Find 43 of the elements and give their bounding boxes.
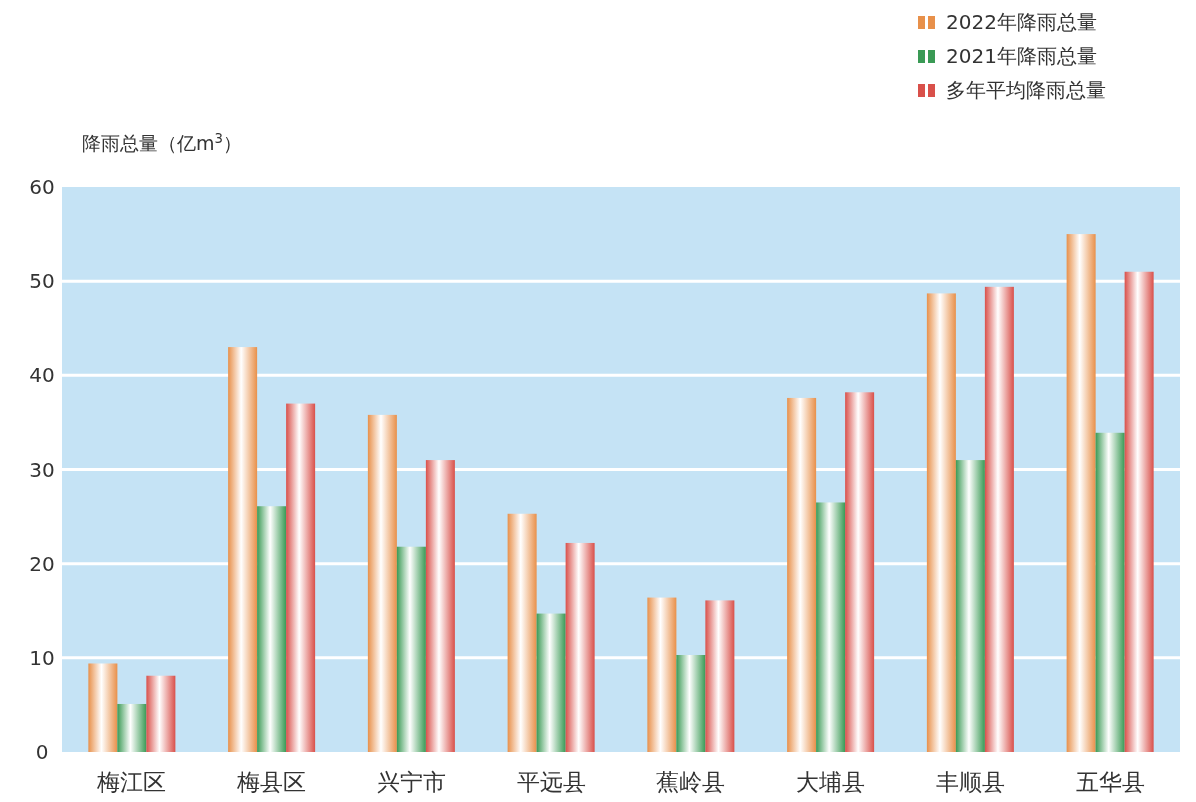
bar bbox=[367, 414, 397, 752]
y-tick-label: 0 bbox=[35, 740, 49, 764]
bar bbox=[425, 460, 455, 752]
bar bbox=[647, 597, 677, 752]
y-tick-label: 50 bbox=[29, 269, 55, 294]
bar bbox=[845, 392, 875, 752]
x-tick-label: 蕉岭县 bbox=[656, 769, 726, 795]
bar bbox=[228, 347, 258, 752]
bar bbox=[396, 546, 426, 752]
bar bbox=[926, 293, 956, 752]
bar bbox=[955, 460, 985, 752]
y-tick-label: 40 bbox=[29, 363, 55, 388]
y-tick-label: 30 bbox=[29, 457, 55, 482]
bar bbox=[536, 613, 566, 752]
bar bbox=[146, 675, 176, 752]
bar bbox=[1095, 432, 1125, 752]
y-tick-label: 10 bbox=[29, 645, 55, 670]
y-axis-title: 降雨总量（亿m$^{3}$） bbox=[82, 130, 242, 154]
x-tick-label: 五华县 bbox=[1075, 769, 1145, 795]
x-tick-label: 梅江区 bbox=[96, 769, 167, 795]
legend-label: 2021年降雨总量 bbox=[946, 44, 1097, 68]
bar bbox=[787, 397, 817, 752]
bar bbox=[984, 286, 1014, 752]
bar bbox=[117, 703, 147, 752]
bar bbox=[676, 655, 706, 752]
bar bbox=[565, 542, 595, 752]
y-tick-label: 60 bbox=[29, 175, 55, 199]
legend-label: 2022年降雨总量 bbox=[946, 10, 1097, 34]
bar bbox=[286, 403, 316, 752]
bar bbox=[1124, 271, 1154, 752]
bar bbox=[88, 663, 118, 752]
x-tick-label: 丰顺县 bbox=[935, 769, 1005, 795]
x-tick-label: 大埔县 bbox=[796, 769, 866, 795]
x-tick-label: 梅县区 bbox=[236, 769, 307, 795]
x-tick-label: 平远县 bbox=[516, 769, 586, 795]
bar bbox=[1066, 234, 1096, 752]
legend-label: 多年平均降雨总量 bbox=[946, 78, 1106, 102]
x-tick-label: 兴宁市 bbox=[376, 769, 446, 795]
bar bbox=[257, 506, 287, 752]
bar bbox=[507, 513, 537, 752]
y-tick-label: 20 bbox=[29, 551, 55, 576]
bar bbox=[816, 502, 846, 752]
bar bbox=[705, 600, 735, 752]
